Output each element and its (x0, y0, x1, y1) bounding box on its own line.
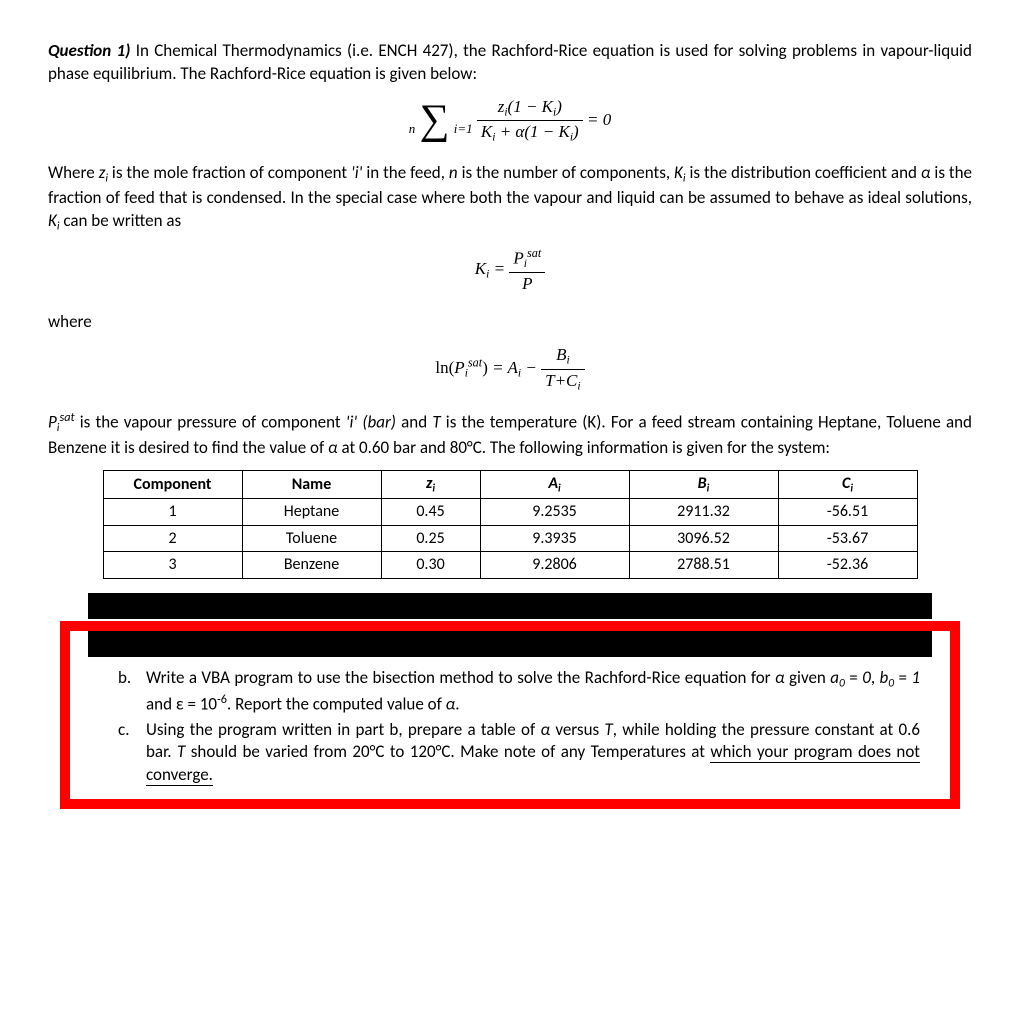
equation-rachford-rice: n ∑ i=1 zi(1 − Ki) Ki + α(1 − Ki) = 0 (48, 98, 972, 144)
equation-ki: Ki = Pisat P (48, 247, 972, 293)
part-b: b. Write a VBA program to use the bisect… (118, 667, 920, 717)
paragraph-problem: Pisat is the vapour pressure of componen… (48, 410, 972, 460)
table-row: 1Heptane0.459.25352911.32-56.51 (103, 499, 917, 526)
component-table: ComponentNameziAiBiCi 1Heptane0.459.2535… (103, 470, 918, 579)
question-label: Question 1) (48, 40, 130, 61)
equation-antoine: ln(Pisat) = Ai − Bi T+Ci (48, 346, 972, 392)
part-c: c. Using the program written in part b, … (118, 719, 920, 788)
question-intro: Question 1) In Chemical Thermodynamics (… (48, 40, 972, 86)
table-row: 2Toluene0.259.39353096.52-53.67 (103, 525, 917, 552)
table-header: Ci (778, 471, 917, 499)
paragraph-definitions: Where zi is the mole fraction of compone… (48, 162, 972, 235)
highlighted-parts: b. Write a VBA program to use the bisect… (60, 621, 960, 810)
where-label: where (48, 311, 972, 334)
table-row: 3Benzene0.309.28062788.51-52.36 (103, 552, 917, 579)
table-header: Ai (480, 471, 629, 499)
table-header: Component (103, 471, 242, 499)
table-header: Bi (629, 471, 778, 499)
redacted-bar-top (88, 593, 932, 619)
redacted-bar-inner (88, 631, 932, 657)
table-header: zi (381, 471, 480, 499)
table-header: Name (242, 471, 381, 499)
